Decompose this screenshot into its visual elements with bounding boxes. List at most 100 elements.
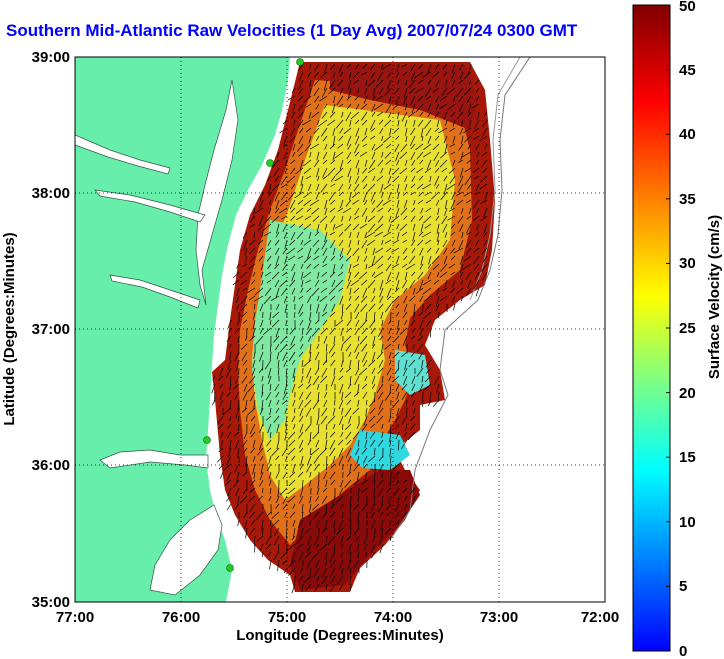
velocity-vector [322,487,328,493]
velocity-vector [259,327,264,334]
velocity-vector [368,223,376,233]
velocity-vector [439,103,448,109]
grid [75,57,605,602]
velocity-vector [365,79,368,86]
velocity-vector [365,263,368,270]
velocity-vector [306,383,312,390]
velocity-vector [330,175,336,182]
velocity-vector [311,551,320,560]
velocity-vector [330,575,336,584]
velocity-vector [381,63,392,70]
velocity-vector [445,119,448,126]
velocity-vector [355,103,360,110]
velocity-vector [473,263,480,271]
velocity-vector [291,583,296,594]
velocity-vector [316,487,320,495]
velocity-vector [250,431,256,438]
velocity-vector [281,287,288,296]
velocity-vector [243,383,248,392]
velocity-vector [320,375,328,383]
velocity-vector [450,151,456,155]
velocity-vector [337,79,344,87]
velocity-vector [364,231,368,239]
velocity-vector [273,335,280,343]
velocity-vector [299,183,304,194]
colorbar-tick-label: 25 [679,320,696,337]
velocity-vector [397,343,400,350]
velocity-vector [354,207,360,216]
velocity-vector [303,239,312,246]
velocity-vector [297,111,304,119]
velocity-vector [308,511,312,518]
velocity-vector [371,519,376,530]
velocity-vector [386,295,392,301]
radar-stations [203,58,304,572]
velocity-vector [461,151,472,158]
velocity-vector [299,415,304,423]
velocity-vector [315,103,320,110]
velocity-vector [301,359,304,368]
velocity-vector [459,255,464,265]
velocity-vector [291,263,296,272]
velocity-vector [240,343,248,350]
colorbar-tick-label: 5 [679,578,687,595]
velocity-vector [268,207,272,215]
velocity-vector [249,215,256,223]
velocity-vector [260,319,264,328]
velocity-vector [401,351,408,358]
velocity-vector [269,487,272,494]
velocity-vector [299,447,304,453]
velocity-vector [452,119,456,127]
velocity-vector [385,159,392,165]
velocity-vector [312,375,320,386]
velocity-vector [396,327,400,335]
velocity-vector [356,543,360,552]
velocity-vector [311,111,320,118]
velocity-vector [253,295,264,302]
velocity-vector [427,135,432,144]
velocity-vector [293,423,296,430]
velocity-vector [371,111,376,117]
velocity-vector [309,519,312,526]
velocity-vector [325,479,328,487]
velocity-vector [364,375,368,382]
velocity-vector [237,519,240,527]
velocity-vector [395,95,400,105]
velocity-vector [296,215,304,221]
velocity-vector [297,471,304,478]
velocity-vector [306,103,312,108]
velocity-vector [458,159,464,164]
velocity-vector [235,407,240,419]
colorbar-tick-label: 50 [679,0,696,15]
velocity-vector [370,135,376,140]
velocity-vector [264,271,272,277]
velocity-vector [393,127,400,133]
velocity-vector [346,95,352,101]
velocity-vector [418,311,424,317]
velocity-vector [242,391,248,401]
velocity-vector [357,471,360,481]
velocity-vector [436,231,440,242]
velocity-vector [377,327,384,337]
velocity-vector [266,415,272,421]
velocity-vector [297,63,304,72]
velocity-vector [397,231,400,240]
velocity-vector [389,447,392,457]
velocity-vector [325,551,328,561]
velocity-vector [418,191,424,197]
velocity-vector [380,63,384,70]
velocity-vector [352,71,360,79]
velocity-vector [353,287,360,294]
velocity-vector [357,399,360,407]
velocity-vector [380,167,384,174]
colorbar-tick-label: 45 [679,62,696,79]
velocity-vector [242,231,248,239]
velocity-vector [387,207,392,213]
velocity-vector [282,247,288,255]
velocity-vector [330,503,336,509]
velocity-vector [268,495,272,502]
velocity-vector [252,271,256,277]
velocity-vector [422,231,432,238]
velocity-vector [287,495,296,503]
velocity-vector [439,295,448,302]
